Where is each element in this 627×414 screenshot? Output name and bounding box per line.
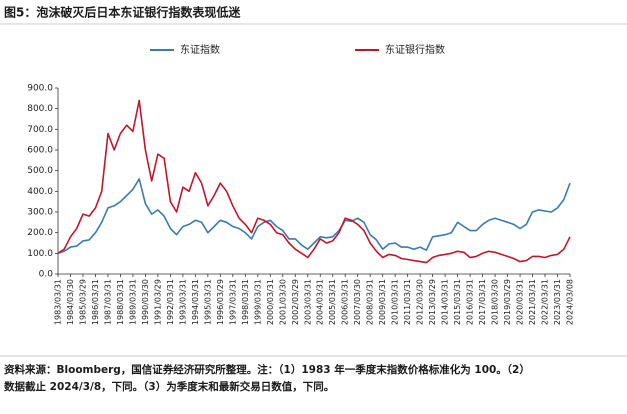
series-line (57, 99, 571, 264)
x-tick-label: 2021/03/31 (528, 279, 537, 325)
x-tick-label: 2023/03/31 (553, 279, 562, 325)
x-tick-label: 1986/03/31 (91, 279, 100, 325)
x-tick-label: 1985/03/29 (78, 279, 87, 325)
legend-label: 东证银行指数 (385, 43, 445, 56)
source-note: 资料来源：Bloomberg，国信证券经济研究所整理。注：（1）1983 年一季… (4, 363, 530, 376)
x-tick-label: 2004/03/31 (316, 279, 325, 325)
x-tick-label: 1987/03/31 (103, 279, 112, 325)
y-tick-label: 0.0 (39, 270, 54, 280)
y-tick-label: 700.0 (27, 125, 53, 135)
x-tick-label: 2011/03/31 (403, 279, 412, 325)
x-tick-label: 1990/03/30 (141, 279, 150, 325)
x-tick-label: 2020/03/31 (516, 279, 525, 325)
source-note: 数据截止 2024/3/8，下同。（3）为季度末和最新交易日数值，下同。 (3, 380, 334, 393)
x-tick-label: 2018/03/30 (491, 279, 500, 325)
x-tick-label: 2016/03/31 (466, 279, 475, 325)
x-tick-label: 2015/03/31 (453, 279, 462, 325)
x-tick-label: 2010/03/31 (391, 279, 400, 325)
x-tick-label: 1994/03/31 (191, 279, 200, 325)
x-tick-label: 1998/03/31 (241, 279, 250, 325)
x-tick-label: 1988/03/31 (116, 279, 125, 325)
x-tick-label: 2012/03/30 (416, 279, 425, 325)
x-tick-label: 2019/03/29 (503, 279, 512, 325)
x-tick-label: 1983/03/31 (54, 279, 63, 325)
x-tick-label: 1993/03/31 (178, 279, 187, 325)
x-tick-label: 2024/03/08 (566, 279, 575, 325)
y-tick-label: 600.0 (27, 146, 53, 156)
y-tick-label: 300.0 (27, 208, 53, 218)
y-tick-label: 100.0 (27, 249, 53, 259)
chart-title: 图5：泡沫破灭后日本东证银行指数表现低迷 (4, 5, 241, 20)
x-tick-label: 2005/03/31 (328, 279, 337, 325)
y-tick-label: 200.0 (27, 228, 53, 238)
legend-label: 东证指数 (180, 43, 220, 56)
x-tick-label: 1996/03/29 (216, 279, 225, 325)
x-tick-label: 1989/03/31 (128, 279, 137, 325)
x-tick-label: 2013/03/29 (428, 279, 437, 325)
x-tick-label: 2000/03/31 (266, 279, 275, 325)
x-tick-label: 1995/03/31 (203, 279, 212, 325)
x-tick-label: 1991/03/29 (153, 279, 162, 325)
x-tick-label: 2001/03/30 (278, 279, 287, 325)
y-tick-label: 900.0 (27, 84, 53, 94)
x-tick-label: 2002/03/29 (291, 279, 300, 325)
x-tick-label: 2022/03/31 (541, 279, 550, 325)
series-line (57, 178, 571, 255)
x-tick-label: 2017/03/31 (478, 279, 487, 325)
x-tick-label: 1999/03/31 (253, 279, 262, 325)
x-tick-label: 2007/03/30 (353, 279, 362, 325)
x-tick-label: 1984/03/30 (66, 279, 75, 325)
x-tick-label: 2006/03/31 (341, 279, 350, 325)
y-tick-label: 400.0 (27, 187, 53, 197)
x-tick-label: 2014/03/31 (441, 279, 450, 325)
x-tick-label: 2003/03/31 (303, 279, 312, 325)
y-tick-label: 800.0 (27, 104, 53, 114)
x-tick-label: 2009/03/31 (378, 279, 387, 325)
y-tick-label: 500.0 (27, 166, 53, 176)
x-tick-label: 1992/03/31 (166, 279, 175, 325)
x-tick-label: 1997/03/31 (228, 279, 237, 325)
x-tick-label: 2008/03/31 (366, 279, 375, 325)
